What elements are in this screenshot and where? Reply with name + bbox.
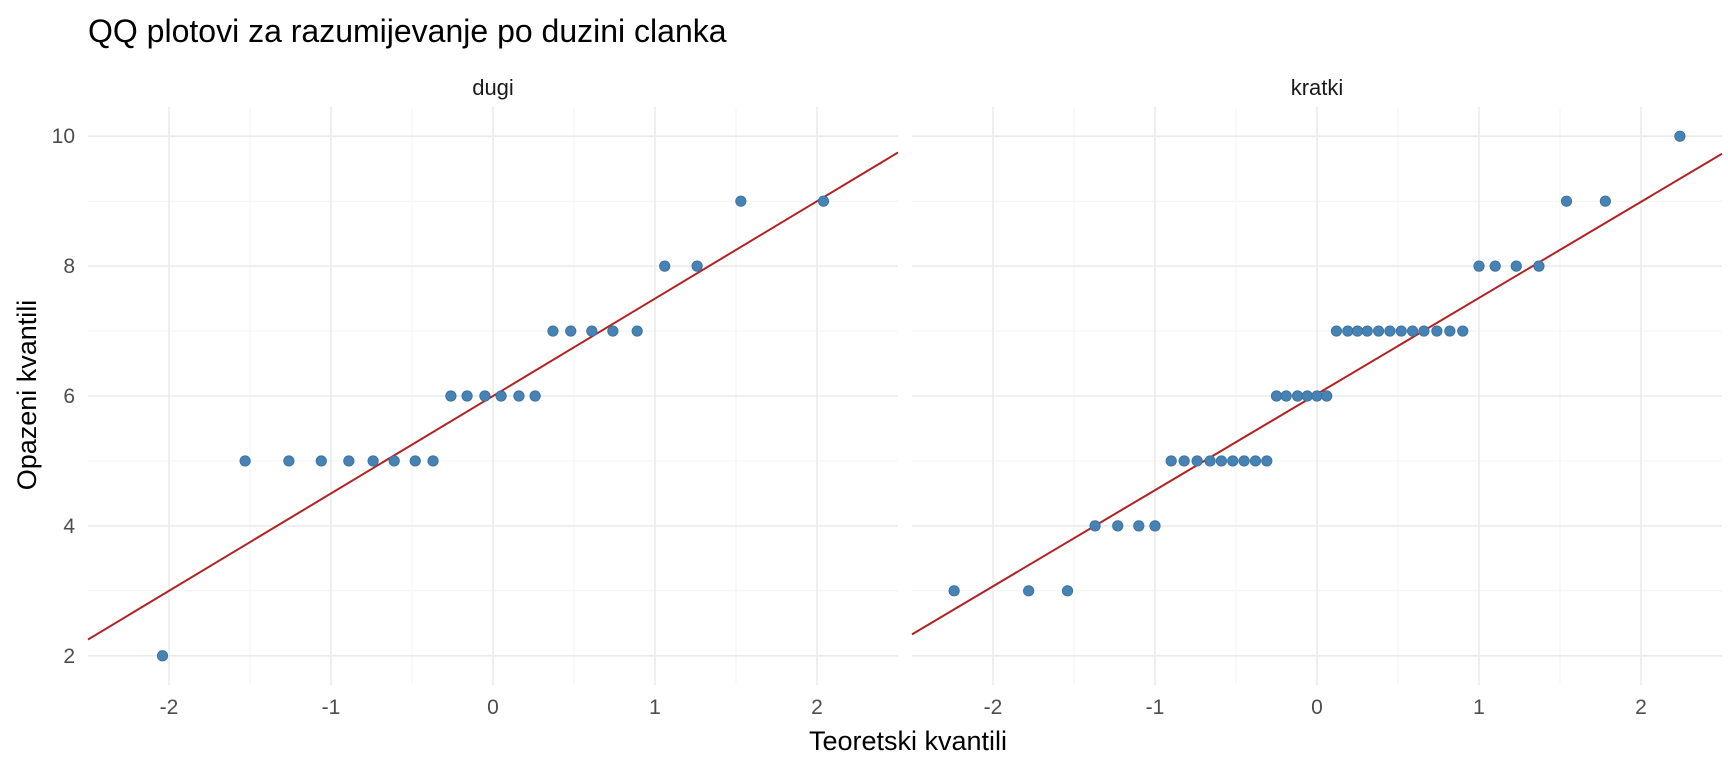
data-point: [445, 390, 457, 402]
data-point: [1280, 390, 1292, 402]
data-point: [1457, 325, 1469, 337]
data-point: [1165, 455, 1177, 467]
y-tick-label: 8: [63, 255, 75, 278]
x-tick-label: 0: [1311, 696, 1323, 719]
data-point: [586, 325, 598, 337]
y-axis-title: Opazeni kvantili: [12, 300, 42, 491]
data-point: [1473, 260, 1485, 272]
chart-title: QQ plotovi za razumijevanje po duzini cl…: [88, 13, 727, 49]
data-point: [1510, 260, 1522, 272]
data-point: [565, 325, 577, 337]
facet-panels: dugi -2 -1 0 1 2 2 4 6 8 10 kratki -2 -1 0 1 2: [52, 75, 1723, 719]
data-point: [343, 455, 355, 467]
data-point: [1384, 325, 1396, 337]
data-point: [1249, 455, 1262, 467]
data-point: [1215, 455, 1228, 467]
data-point: [1112, 520, 1124, 532]
data-point: [817, 195, 830, 207]
x-tick-label: 2: [811, 696, 823, 719]
data-point: [1418, 325, 1430, 337]
data-point: [315, 455, 327, 467]
data-point: [479, 390, 491, 402]
data-point: [659, 260, 671, 272]
data-point: [367, 455, 379, 467]
data-point: [1178, 455, 1190, 467]
data-point: [1406, 325, 1419, 337]
x-tick-label: 2: [1635, 696, 1647, 719]
data-point: [1489, 260, 1501, 272]
data-point: [1321, 390, 1333, 402]
data-point: [691, 260, 703, 272]
data-point: [735, 195, 747, 207]
data-point: [1238, 455, 1250, 467]
panel-dugi: dugi -2 -1 0 1 2 2 4 6 8 10: [52, 75, 899, 719]
data-point: [1372, 325, 1385, 337]
data-point: [948, 585, 960, 597]
data-point: [1133, 520, 1145, 532]
data-point: [1351, 325, 1364, 337]
y-tick-label: 4: [63, 515, 75, 538]
data-point: [1227, 455, 1239, 467]
data-point: [1023, 585, 1035, 597]
panel-kratki: kratki -2 -1 0 1 2: [911, 75, 1723, 719]
data-point: [1395, 325, 1407, 337]
data-point: [547, 325, 559, 337]
x-tick-label: 1: [1473, 696, 1485, 719]
data-point: [1444, 325, 1456, 337]
x-axis-title: Teoretski kvantili: [809, 726, 1007, 756]
data-point: [1342, 325, 1354, 337]
data-point: [1089, 520, 1101, 532]
data-point: [1560, 195, 1573, 207]
y-tick-label: 10: [52, 125, 75, 148]
data-point: [1674, 130, 1686, 142]
data-point: [607, 325, 619, 337]
data-point: [409, 455, 421, 467]
y-tick-label: 2: [63, 645, 75, 668]
data-point: [1270, 390, 1283, 402]
data-point: [495, 390, 507, 402]
data-point: [513, 390, 525, 402]
data-point: [1261, 455, 1273, 467]
data-point: [461, 390, 473, 402]
qq-reference-line: [87, 151, 899, 641]
data-point: [1311, 390, 1323, 402]
y-tick-label: 6: [63, 385, 75, 408]
data-point: [1330, 325, 1343, 337]
facet-strip-label: dugi: [472, 75, 514, 100]
data-point: [1191, 455, 1203, 467]
data-point: [529, 390, 541, 402]
data-point: [427, 455, 439, 467]
data-point: [1149, 520, 1161, 532]
data-point: [1431, 325, 1443, 337]
data-point: [1291, 390, 1304, 402]
x-tick-label: -2: [160, 696, 179, 719]
data-point: [156, 650, 169, 662]
x-tick-label: -1: [322, 696, 341, 719]
x-tick-label: 0: [487, 696, 499, 719]
data-point: [1061, 585, 1074, 597]
data-point: [1533, 260, 1545, 272]
data-point: [1361, 325, 1373, 337]
x-tick-label: -1: [1146, 696, 1165, 719]
x-tick-label: 1: [649, 696, 661, 719]
data-point: [1204, 455, 1216, 467]
data-point: [631, 325, 643, 337]
data-point: [1301, 390, 1313, 402]
data-point: [283, 455, 295, 467]
data-point: [388, 455, 400, 467]
x-tick-label: -2: [984, 696, 1003, 719]
data-point: [239, 455, 251, 467]
facet-strip-label: kratki: [1291, 75, 1344, 100]
data-point: [1599, 195, 1611, 207]
